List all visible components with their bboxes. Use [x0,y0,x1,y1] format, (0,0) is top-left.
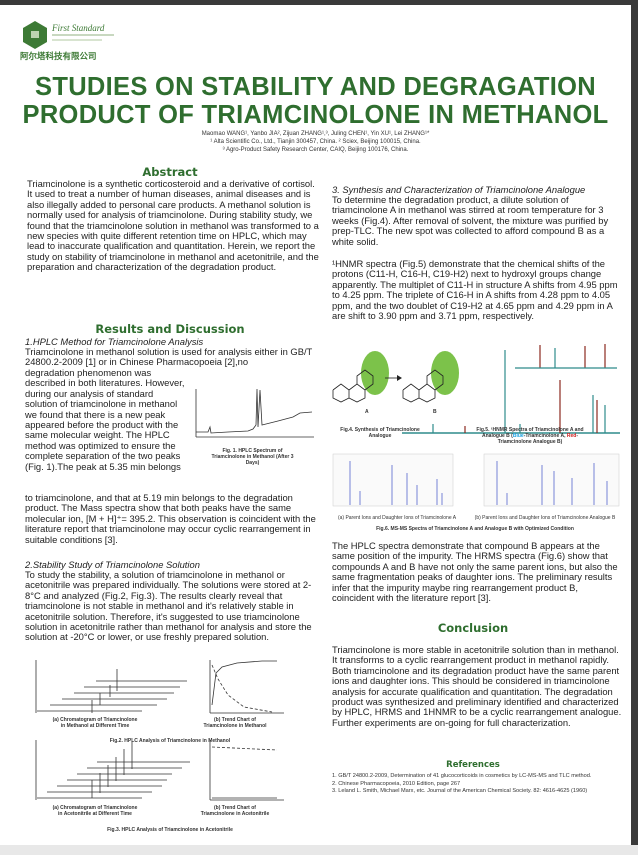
fig4-label-b: B [433,409,437,415]
fig2-fig3-charts [35,660,284,801]
fig6-ms-spectra [332,453,620,507]
fig3b-label: (b) Trend Chart of Triamcinolone in Acet… [200,805,270,817]
fig3-caption: Fig.3. HPLC Analysis of Triamcinolone in… [107,827,233,833]
conclusion-text: Triamcinolone is more stable in acetonit… [332,644,622,728]
title-line-2: PRODUCT OF TRIAMCINOLONE IN METHANOL [22,101,609,129]
references-list: 1. GB/T 24800.2-2009, Determination of 4… [332,773,617,796]
title-line-1: STUDIES ON STABILITY AND DEGRAGATION [35,73,596,101]
fig3a-label: (a) Chromatogram of Triamcinolone in Ace… [52,805,138,817]
section-1-text-c: to triamcinolone, and that at 5.19 min b… [25,492,316,545]
nmr-text: ¹HNMR spectra (Fig.5) demonstrate that t… [332,258,618,322]
conclusion-heading: Conclusion [437,621,509,635]
fig4-caption: Fig.4. Synthesis of Triamcinolone Analog… [340,427,420,439]
abstract-text: Triamcinolone is a synthetic corticoster… [27,178,319,273]
fig2a-label: (a) Chromatogram of Triamcinolone in Met… [52,717,138,729]
results-heading: Results and Discussion [95,322,245,336]
logo: First Standard 阿尔塔科技有限公司 [20,20,114,61]
references-heading: References [446,760,500,770]
authors: Maomao WANG¹, Yanbo JIA², Zijuan ZHANG¹,… [201,131,430,137]
fig6b-label: (b) Parent Ions and Daughter Ions of Tri… [474,515,616,521]
fig4-fig5-graphics [332,344,620,434]
affiliation-1: ¹ Alta Scientific Co., Ltd., Tianjin 300… [210,139,421,145]
section-2-text: To study the stability, a solution of tr… [25,569,312,643]
fig5-caption: Fig.5. ¹HNMR Spectra of Triamcinolone A … [476,427,584,445]
section-1-title: 1.HPLC Method for Triamcinolone Analysis [25,336,204,347]
fig2-caption: Fig.2. HPLC Analysis of Triamcinolone in… [109,738,231,744]
section-3-text: To determine the degradation product, a … [332,194,609,247]
logo-hexagon-icon [23,21,47,49]
section-3-title: 3. Synthesis and Characterization of Tri… [332,184,586,195]
affiliation-2: ³ Agro-Product Safety Research Center, C… [222,147,409,153]
reference-item: 3. Leland L. Smith, Michael Marx, etc. J… [332,788,588,795]
fig1-caption: Fig. 1. HPLC Spectrum of Triamcinolone i… [211,448,294,466]
reference-item: 1. GB/T 24800.2-2009, Determination of 4… [332,773,592,779]
section-2-title: 2.Stability Study of Triamcinolone Solut… [25,559,200,570]
fig6-caption: Fig.6. MS-MS Spectra of Triamcinolone A … [376,526,574,532]
reference-item: 2. Chinese Pharmacopoeia, 2010 Edition, … [332,780,461,787]
fig1-hplc-chromatogram [195,388,314,438]
logo-cn: 阿尔塔科技有限公司 [20,51,97,61]
fig6a-label: (a) Parent Ions and Daughter Ions of Tri… [337,515,457,521]
fig2b-label: (b) Trend Chart of Triamcinolone in Meth… [203,717,267,729]
hrms-text: The HPLC spectra demonstrate that compou… [332,540,618,604]
logo-text: First Standard [52,23,105,33]
abstract-heading: Abstract [142,165,198,179]
poster: First Standard 阿尔塔科技有限公司 STUDIES ON STAB… [0,5,631,845]
fig4-label-a: A [365,409,369,415]
section-1-text-b: degradation phenomenon was described in … [25,367,185,472]
bottom-bar [0,845,638,855]
section-1-text-a: Triamcinolone in methanol solution is us… [25,346,313,368]
